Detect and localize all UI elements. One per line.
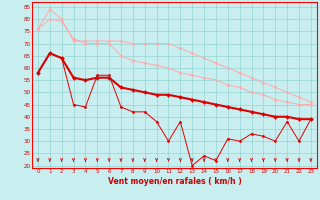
X-axis label: Vent moyen/en rafales ( km/h ): Vent moyen/en rafales ( km/h )	[108, 177, 241, 186]
